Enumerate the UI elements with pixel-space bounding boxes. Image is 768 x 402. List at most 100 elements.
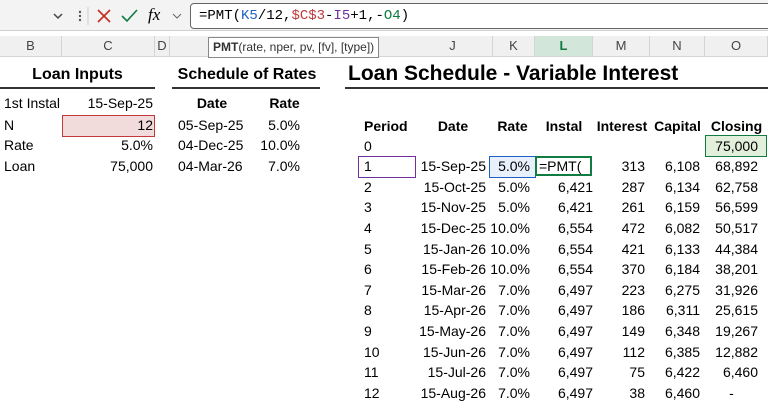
rate-value[interactable]: 10.0%	[260, 137, 300, 153]
schedule-cell[interactable]: 6,497	[557, 302, 593, 319]
schedule-cell[interactable]: 5	[364, 240, 372, 257]
schedule-cell[interactable]: 8	[364, 302, 372, 319]
column-header[interactable]: L	[535, 36, 593, 56]
schedule-cell[interactable]: 3	[364, 199, 372, 216]
schedule-cell[interactable]: 44,384	[715, 240, 758, 257]
schedule-cell[interactable]: 15-Mar-26	[421, 281, 486, 298]
schedule-cell[interactable]: 6,133	[664, 240, 700, 257]
schedule-cell[interactable]: 6,159	[664, 199, 700, 216]
rate-date[interactable]: 04-Dec-25	[178, 137, 244, 153]
schedule-cell[interactable]: 62,758	[715, 178, 758, 195]
rate-value[interactable]: 7.0%	[268, 158, 300, 174]
schedule-cell[interactable]: 6,497	[557, 384, 593, 401]
schedule-cell[interactable]: 15-Aug-26	[420, 384, 486, 401]
schedule-cell[interactable]: 4	[364, 219, 372, 236]
schedule-cell[interactable]: 261	[621, 199, 645, 216]
schedule-cell[interactable]: 19,267	[715, 322, 758, 339]
column-header[interactable]: D	[155, 36, 170, 56]
schedule-cell[interactable]: 6,421	[557, 199, 593, 216]
column-header[interactable]: M	[593, 36, 650, 56]
input-value[interactable]: 5.0%	[121, 137, 153, 153]
input-value[interactable]: 15-Sep-25	[87, 95, 153, 111]
schedule-cell[interactable]: 0	[364, 137, 372, 154]
schedule-cell[interactable]: 56,599	[715, 199, 758, 216]
schedule-cell[interactable]: 10.0%	[490, 219, 530, 236]
schedule-cell[interactable]: 6,385	[664, 343, 700, 360]
schedule-cell[interactable]: 15-Oct-25	[423, 178, 486, 195]
cancel-button[interactable]	[97, 9, 111, 23]
schedule-cell[interactable]: 7.0%	[498, 322, 530, 339]
schedule-cell[interactable]: 68,892	[715, 158, 758, 175]
schedule-cell[interactable]: 1	[364, 158, 372, 175]
column-header[interactable]: B	[0, 36, 62, 56]
schedule-cell[interactable]: 421	[621, 240, 645, 257]
schedule-cell[interactable]: 15-Apr-26	[423, 302, 486, 319]
schedule-cell[interactable]: 6,422	[664, 364, 700, 381]
schedule-cell[interactable]: 31,926	[715, 281, 758, 298]
schedule-cell[interactable]: 15-Dec-25	[420, 219, 486, 236]
schedule-cell[interactable]: 12,882	[715, 343, 758, 360]
schedule-cell[interactable]: 7.0%	[498, 302, 530, 319]
schedule-cell[interactable]: 38,201	[715, 261, 758, 278]
schedule-cell[interactable]: 25,615	[715, 302, 758, 319]
schedule-cell[interactable]: 6,460	[664, 384, 700, 401]
schedule-cell[interactable]: 6,460	[722, 364, 758, 381]
schedule-cell[interactable]: 15-Jun-26	[422, 343, 486, 360]
schedule-cell[interactable]: 6,554	[557, 219, 593, 236]
column-header[interactable]: J	[413, 36, 493, 56]
schedule-cell[interactable]: 6,497	[557, 322, 593, 339]
schedule-cell[interactable]: 15-May-26	[419, 322, 486, 339]
schedule-cell[interactable]: 12	[364, 384, 380, 401]
schedule-cell[interactable]: 287	[621, 178, 645, 195]
schedule-cell[interactable]: 6,348	[664, 322, 700, 339]
input-label[interactable]: 1st Instal	[4, 95, 61, 111]
schedule-cell[interactable]: 186	[621, 302, 645, 319]
schedule-cell[interactable]: 10.0%	[490, 240, 530, 257]
schedule-cell[interactable]: 149	[621, 322, 645, 339]
name-box-arrow[interactable]	[53, 13, 63, 20]
schedule-cell[interactable]: 6,554	[557, 261, 593, 278]
schedule-cell[interactable]: 2	[364, 178, 372, 195]
schedule-cell[interactable]: 6,275	[664, 281, 700, 298]
input-label[interactable]: Loan	[4, 158, 36, 174]
input-label[interactable]: Rate	[4, 137, 34, 153]
rate-date[interactable]: 05-Sep-25	[178, 117, 244, 133]
schedule-cell[interactable]: 7	[364, 281, 372, 298]
schedule-cell[interactable]: 11	[364, 364, 379, 381]
schedule-cell[interactable]: 6	[364, 261, 372, 278]
schedule-cell[interactable]: 5.0%	[498, 199, 530, 216]
input-value[interactable]: 12	[137, 117, 153, 133]
schedule-cell[interactable]: 6,554	[557, 240, 593, 257]
rate-date[interactable]: 04-Mar-26	[178, 158, 243, 174]
schedule-cell[interactable]: 7.0%	[498, 343, 530, 360]
schedule-cell[interactable]: 7.0%	[498, 384, 530, 401]
schedule-cell[interactable]: 38	[629, 384, 645, 401]
schedule-cell[interactable]: 75	[629, 364, 645, 381]
formula-input[interactable]: =PMT(K5/12,$C$3-I5+1,-O4)	[190, 3, 768, 29]
schedule-cell[interactable]: 6,497	[557, 281, 593, 298]
schedule-cell[interactable]: 6,134	[664, 178, 700, 195]
schedule-cell[interactable]: 15-Jul-26	[427, 364, 486, 381]
input-value[interactable]: 75,000	[110, 158, 153, 174]
schedule-cell[interactable]: 6,082	[664, 219, 700, 236]
column-header[interactable]: N	[650, 36, 705, 56]
schedule-cell[interactable]: 10.0%	[490, 261, 530, 278]
fx-button[interactable]: fx	[148, 5, 161, 24]
schedule-cell[interactable]: =PMT(	[539, 158, 582, 175]
schedule-cell[interactable]: 112	[622, 343, 645, 360]
schedule-cell[interactable]: -	[729, 384, 734, 401]
schedule-cell[interactable]: 15-Sep-25	[420, 158, 486, 175]
schedule-cell[interactable]: 6,184	[664, 261, 700, 278]
rate-value[interactable]: 5.0%	[268, 117, 300, 133]
enter-button[interactable]	[121, 9, 138, 23]
schedule-cell[interactable]: 223	[621, 281, 645, 298]
schedule-cell[interactable]: 50,517	[715, 219, 758, 236]
schedule-cell[interactable]: 15-Feb-26	[421, 261, 486, 278]
column-header[interactable]: K	[493, 36, 535, 56]
schedule-cell[interactable]: 10	[364, 343, 380, 360]
schedule-cell[interactable]: 6,108	[664, 158, 700, 175]
input-label[interactable]: N	[4, 117, 15, 133]
schedule-cell[interactable]: 15-Jan-26	[422, 240, 486, 257]
schedule-cell[interactable]: 6,497	[557, 364, 593, 381]
schedule-cell[interactable]: 5.0%	[498, 178, 530, 195]
